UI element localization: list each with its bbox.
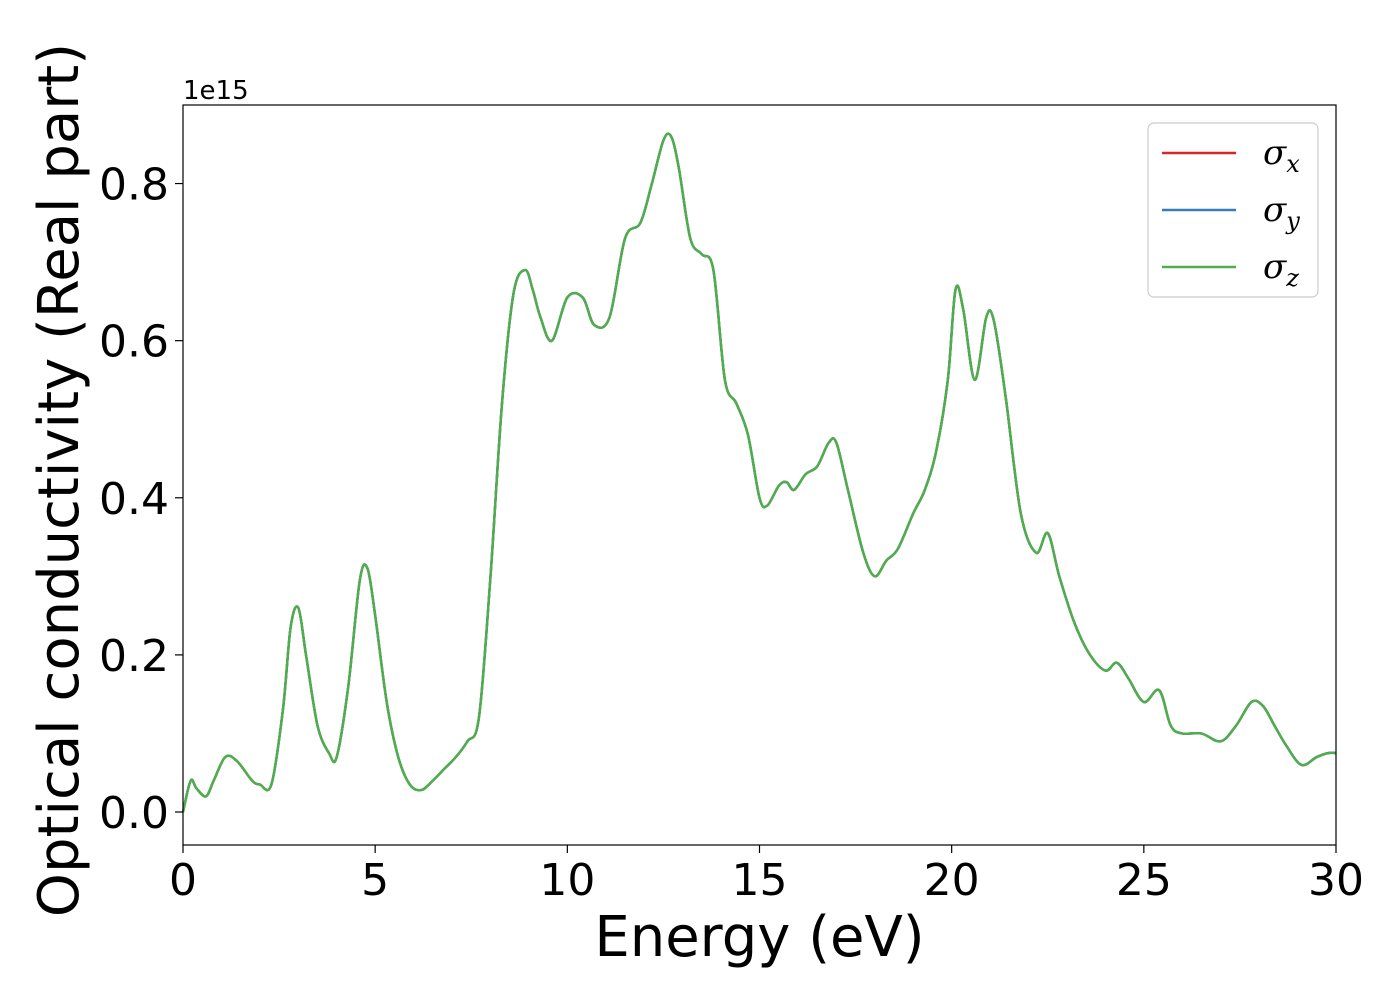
y-axis-label: Optical conductivity (Real part) [27, 43, 92, 917]
legend-label-x: σx [1263, 133, 1300, 178]
y-axis-offset-label: 1e15 [183, 76, 249, 106]
x-tick-label: 0 [169, 855, 197, 906]
plot-lines [181, 132, 1337, 813]
legend-label-subscript: x [1286, 150, 1300, 178]
x-axis-label: Energy (eV) [594, 905, 924, 970]
y-axis-ticks: 0.0 0.2 0.4 0.6 0.8 [99, 160, 183, 839]
x-tick-label: 10 [539, 855, 595, 906]
x-tick-label: 5 [361, 855, 389, 906]
x-tick-label: 25 [1116, 855, 1172, 906]
x-tick-label: 30 [1308, 855, 1364, 906]
y-tick-label: 0.2 [99, 631, 169, 682]
x-tick-label: 20 [924, 855, 980, 906]
legend-label-subscript: z [1285, 264, 1299, 292]
legend-label-subscript: y [1285, 207, 1300, 235]
x-axis-ticks: 0 5 10 15 20 25 30 [169, 845, 1364, 906]
y-tick-label: 0.6 [99, 317, 169, 368]
series-line-z [181, 132, 1337, 813]
x-tick-label: 15 [732, 855, 788, 906]
y-tick-label: 0.4 [99, 474, 169, 525]
y-tick-label: 0.8 [99, 160, 169, 211]
y-tick-label: 0.0 [99, 788, 169, 839]
